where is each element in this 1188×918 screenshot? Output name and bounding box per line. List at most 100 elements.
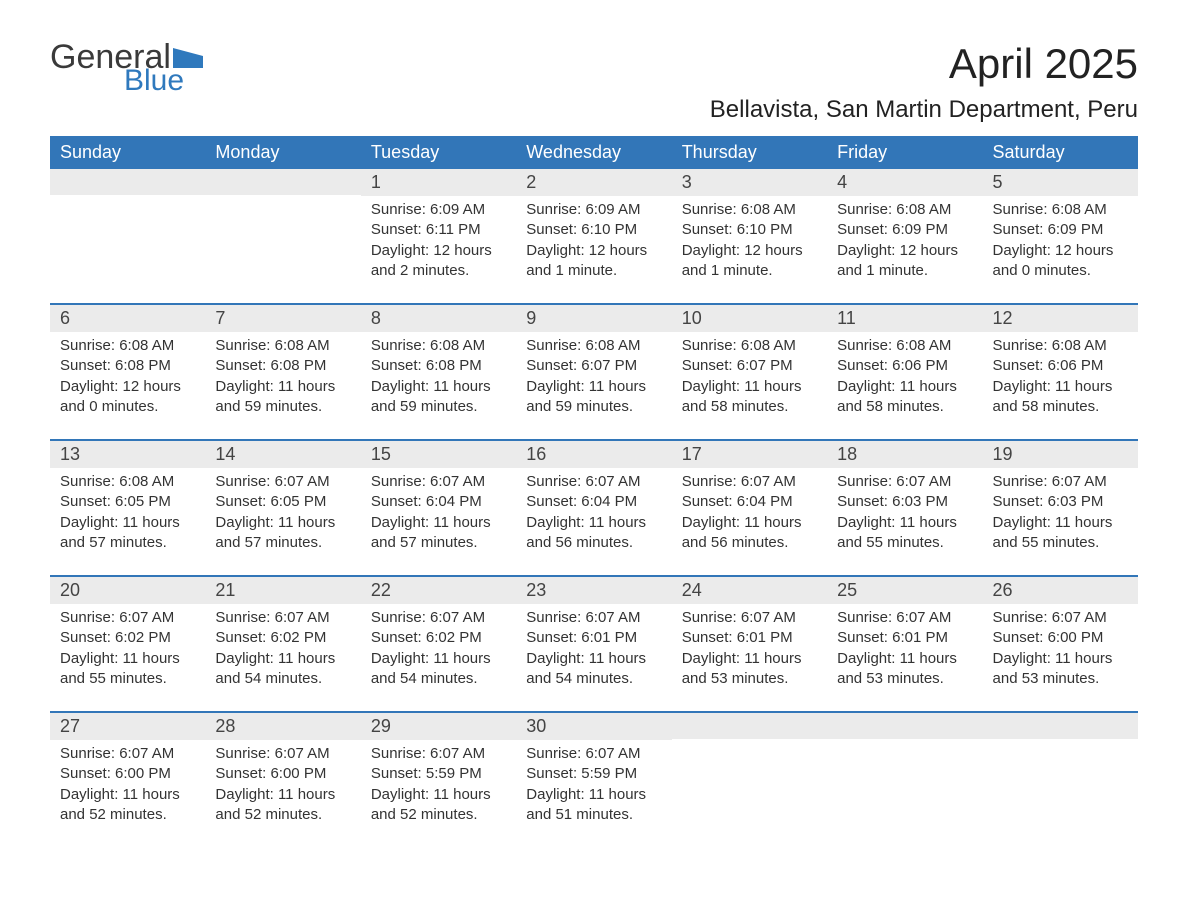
day-detail-line: Sunrise: 6:07 AM: [993, 472, 1128, 492]
day-details: Sunrise: 6:07 AMSunset: 6:04 PMDaylight:…: [516, 468, 671, 553]
day-details: Sunrise: 6:08 AMSunset: 6:07 PMDaylight:…: [516, 332, 671, 417]
calendar-day: [50, 169, 205, 289]
calendar-day: 17Sunrise: 6:07 AMSunset: 6:04 PMDayligh…: [672, 441, 827, 561]
calendar-day: 24Sunrise: 6:07 AMSunset: 6:01 PMDayligh…: [672, 577, 827, 697]
day-details: Sunrise: 6:07 AMSunset: 5:59 PMDaylight:…: [361, 740, 516, 825]
weekday-header: Wednesday: [516, 136, 671, 169]
day-number: 3: [672, 169, 827, 196]
day-number: 8: [361, 305, 516, 332]
day-number: [983, 713, 1138, 739]
day-detail-line: Daylight: 12 hours and 1 minute.: [837, 241, 972, 282]
day-detail-line: Sunset: 6:04 PM: [526, 492, 661, 512]
calendar-day: 22Sunrise: 6:07 AMSunset: 6:02 PMDayligh…: [361, 577, 516, 697]
day-detail-line: Sunrise: 6:08 AM: [371, 336, 506, 356]
day-number: 4: [827, 169, 982, 196]
day-detail-line: Sunset: 6:09 PM: [837, 220, 972, 240]
day-detail-line: Sunrise: 6:09 AM: [371, 200, 506, 220]
day-number: 17: [672, 441, 827, 468]
calendar-day: 16Sunrise: 6:07 AMSunset: 6:04 PMDayligh…: [516, 441, 671, 561]
calendar-day: 21Sunrise: 6:07 AMSunset: 6:02 PMDayligh…: [205, 577, 360, 697]
day-details: Sunrise: 6:07 AMSunset: 6:01 PMDaylight:…: [672, 604, 827, 689]
day-detail-line: Sunset: 6:00 PM: [215, 764, 350, 784]
calendar-day: 18Sunrise: 6:07 AMSunset: 6:03 PMDayligh…: [827, 441, 982, 561]
weekday-header: Monday: [205, 136, 360, 169]
day-details: Sunrise: 6:07 AMSunset: 6:00 PMDaylight:…: [983, 604, 1138, 689]
day-detail-line: Daylight: 11 hours and 55 minutes.: [60, 649, 195, 690]
day-detail-line: Sunset: 6:05 PM: [215, 492, 350, 512]
day-detail-line: Daylight: 11 hours and 53 minutes.: [682, 649, 817, 690]
logo: General Blue: [50, 40, 203, 96]
day-detail-line: Sunset: 6:08 PM: [215, 356, 350, 376]
day-details: Sunrise: 6:07 AMSunset: 6:02 PMDaylight:…: [361, 604, 516, 689]
day-detail-line: Daylight: 11 hours and 55 minutes.: [993, 513, 1128, 554]
day-detail-line: Sunrise: 6:08 AM: [215, 336, 350, 356]
day-detail-line: Daylight: 12 hours and 2 minutes.: [371, 241, 506, 282]
day-number: 10: [672, 305, 827, 332]
day-details: Sunrise: 6:08 AMSunset: 6:09 PMDaylight:…: [827, 196, 982, 281]
day-details: Sunrise: 6:08 AMSunset: 6:08 PMDaylight:…: [50, 332, 205, 417]
day-detail-line: Sunrise: 6:08 AM: [837, 200, 972, 220]
day-number: 25: [827, 577, 982, 604]
day-detail-line: Sunrise: 6:07 AM: [215, 744, 350, 764]
day-detail-line: Daylight: 11 hours and 56 minutes.: [526, 513, 661, 554]
day-number: 1: [361, 169, 516, 196]
day-detail-line: Daylight: 11 hours and 59 minutes.: [371, 377, 506, 418]
day-details: Sunrise: 6:07 AMSunset: 5:59 PMDaylight:…: [516, 740, 671, 825]
calendar-day: [983, 713, 1138, 833]
day-detail-line: Sunset: 6:05 PM: [60, 492, 195, 512]
calendar-week: 27Sunrise: 6:07 AMSunset: 6:00 PMDayligh…: [50, 711, 1138, 833]
day-detail-line: Daylight: 11 hours and 57 minutes.: [215, 513, 350, 554]
day-detail-line: Daylight: 12 hours and 1 minute.: [682, 241, 817, 282]
day-detail-line: Sunset: 5:59 PM: [526, 764, 661, 784]
day-detail-line: Sunset: 6:06 PM: [837, 356, 972, 376]
day-detail-line: Sunrise: 6:08 AM: [526, 336, 661, 356]
day-details: Sunrise: 6:07 AMSunset: 6:02 PMDaylight:…: [205, 604, 360, 689]
day-detail-line: Sunrise: 6:07 AM: [371, 608, 506, 628]
calendar-day: 20Sunrise: 6:07 AMSunset: 6:02 PMDayligh…: [50, 577, 205, 697]
day-detail-line: Sunrise: 6:07 AM: [993, 608, 1128, 628]
day-detail-line: Daylight: 11 hours and 54 minutes.: [526, 649, 661, 690]
calendar-day: 26Sunrise: 6:07 AMSunset: 6:00 PMDayligh…: [983, 577, 1138, 697]
day-detail-line: Daylight: 11 hours and 55 minutes.: [837, 513, 972, 554]
day-details: Sunrise: 6:07 AMSunset: 6:05 PMDaylight:…: [205, 468, 360, 553]
day-detail-line: Sunrise: 6:08 AM: [60, 472, 195, 492]
day-detail-line: Daylight: 11 hours and 58 minutes.: [837, 377, 972, 418]
day-detail-line: Sunset: 6:01 PM: [837, 628, 972, 648]
calendar-day: 27Sunrise: 6:07 AMSunset: 6:00 PMDayligh…: [50, 713, 205, 833]
calendar-day: 12Sunrise: 6:08 AMSunset: 6:06 PMDayligh…: [983, 305, 1138, 425]
day-details: Sunrise: 6:07 AMSunset: 6:04 PMDaylight:…: [672, 468, 827, 553]
day-number: 11: [827, 305, 982, 332]
day-number: [672, 713, 827, 739]
day-number: 22: [361, 577, 516, 604]
calendar-day: 13Sunrise: 6:08 AMSunset: 6:05 PMDayligh…: [50, 441, 205, 561]
day-detail-line: Sunset: 6:00 PM: [60, 764, 195, 784]
day-details: Sunrise: 6:07 AMSunset: 6:03 PMDaylight:…: [827, 468, 982, 553]
calendar-day: 7Sunrise: 6:08 AMSunset: 6:08 PMDaylight…: [205, 305, 360, 425]
day-detail-line: Sunset: 6:03 PM: [837, 492, 972, 512]
day-details: Sunrise: 6:08 AMSunset: 6:09 PMDaylight:…: [983, 196, 1138, 281]
day-detail-line: Sunset: 6:07 PM: [682, 356, 817, 376]
day-number: 13: [50, 441, 205, 468]
day-detail-line: Daylight: 11 hours and 51 minutes.: [526, 785, 661, 826]
day-number: 26: [983, 577, 1138, 604]
day-details: Sunrise: 6:07 AMSunset: 6:00 PMDaylight:…: [50, 740, 205, 825]
day-number: 2: [516, 169, 671, 196]
day-detail-line: Sunset: 6:08 PM: [371, 356, 506, 376]
day-detail-line: Daylight: 11 hours and 53 minutes.: [837, 649, 972, 690]
day-detail-line: Sunset: 6:02 PM: [60, 628, 195, 648]
calendar-day: 10Sunrise: 6:08 AMSunset: 6:07 PMDayligh…: [672, 305, 827, 425]
day-detail-line: Sunset: 6:01 PM: [526, 628, 661, 648]
day-detail-line: Sunset: 6:09 PM: [993, 220, 1128, 240]
day-detail-line: Daylight: 11 hours and 54 minutes.: [371, 649, 506, 690]
calendar-day: 11Sunrise: 6:08 AMSunset: 6:06 PMDayligh…: [827, 305, 982, 425]
day-detail-line: Daylight: 11 hours and 58 minutes.: [682, 377, 817, 418]
day-detail-line: Sunrise: 6:07 AM: [682, 472, 817, 492]
calendar-day: 5Sunrise: 6:08 AMSunset: 6:09 PMDaylight…: [983, 169, 1138, 289]
day-detail-line: Sunset: 6:08 PM: [60, 356, 195, 376]
day-detail-line: Daylight: 12 hours and 0 minutes.: [60, 377, 195, 418]
day-number: 23: [516, 577, 671, 604]
day-number: 7: [205, 305, 360, 332]
day-detail-line: Sunrise: 6:08 AM: [837, 336, 972, 356]
day-details: Sunrise: 6:08 AMSunset: 6:06 PMDaylight:…: [827, 332, 982, 417]
day-details: Sunrise: 6:09 AMSunset: 6:11 PMDaylight:…: [361, 196, 516, 281]
